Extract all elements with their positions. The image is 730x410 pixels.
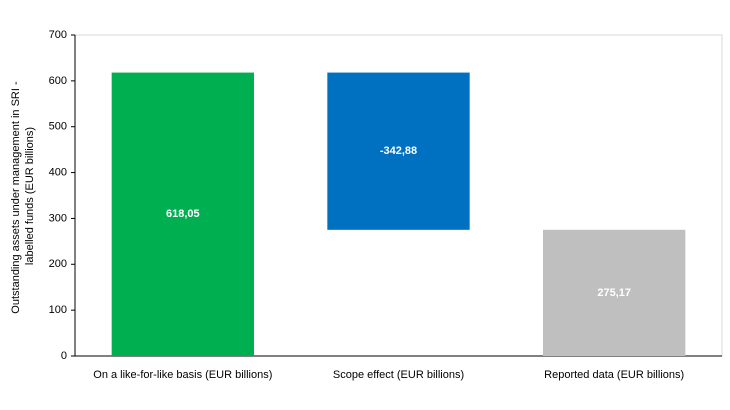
value-label: -342,88: [380, 145, 417, 157]
bar: [111, 72, 255, 356]
y-tick-label: 700: [49, 29, 67, 41]
y-tick-label: 400: [49, 166, 67, 178]
value-label: 618,05: [166, 208, 200, 220]
bar: [542, 229, 686, 356]
bar: [327, 72, 470, 230]
y-axis-title-line: labelled funds (EUR billions): [24, 127, 36, 265]
y-tick-label: 0: [61, 350, 67, 362]
y-tick-label: 300: [49, 212, 67, 224]
y-axis-title-line: Outstanding assets under management in S…: [10, 81, 22, 314]
value-label: 275,17: [597, 287, 631, 299]
x-tick-label: Scope effect (EUR billions): [333, 369, 464, 381]
y-tick-label: 200: [49, 258, 67, 270]
y-tick-label: 600: [49, 75, 67, 87]
x-tick-label: On a like-for-like basis (EUR billions): [93, 369, 272, 381]
y-axis-title: Outstanding assets under management in S…: [10, 78, 36, 313]
y-tick-label: 100: [49, 304, 67, 316]
y-tick-label: 500: [49, 121, 67, 133]
x-tick-label: Reported data (EUR billions): [544, 369, 684, 381]
